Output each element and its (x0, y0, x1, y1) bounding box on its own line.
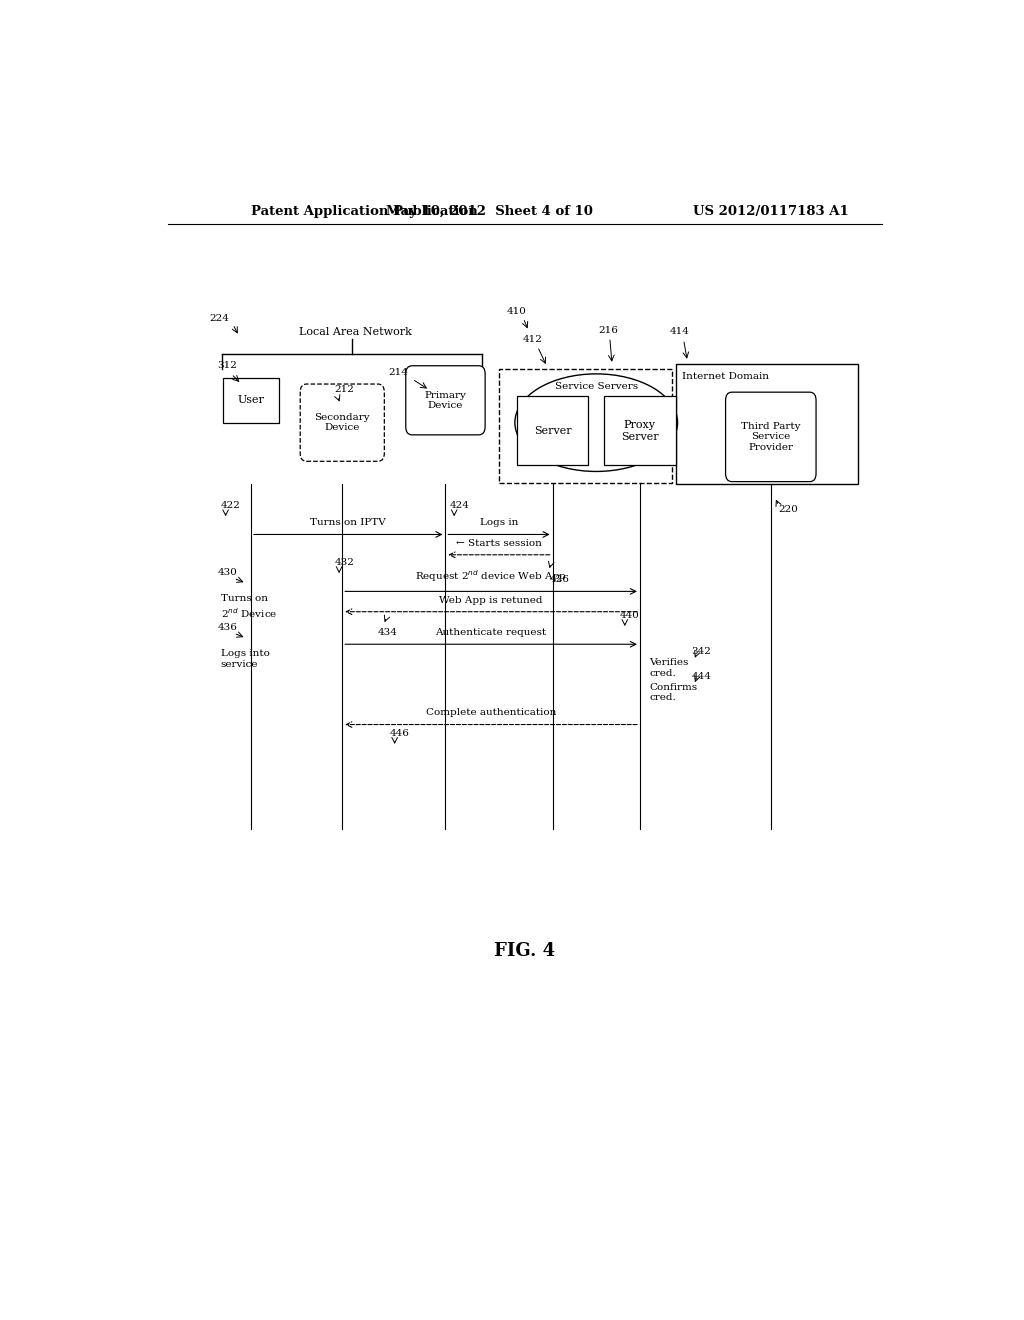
Text: Service Servers: Service Servers (555, 381, 638, 391)
Text: Confirms
cred.: Confirms cred. (649, 682, 697, 702)
FancyBboxPatch shape (726, 392, 816, 482)
Bar (517, 396, 588, 466)
Text: 342: 342 (691, 647, 712, 656)
Text: Verifies
cred.: Verifies cred. (649, 659, 689, 678)
Text: Local Area Network: Local Area Network (299, 327, 412, 338)
Text: ← Starts session: ← Starts session (456, 539, 542, 548)
Text: 422: 422 (221, 502, 241, 510)
Text: 412: 412 (523, 335, 543, 345)
FancyBboxPatch shape (406, 366, 485, 434)
Text: 434: 434 (378, 628, 398, 638)
Text: 440: 440 (620, 611, 640, 620)
Text: 426: 426 (550, 576, 569, 585)
Text: 216: 216 (598, 326, 618, 335)
Text: Proxy
Server: Proxy Server (622, 420, 658, 442)
Text: Logs in: Logs in (480, 519, 518, 528)
Text: 430: 430 (218, 568, 238, 577)
Text: Logs into
service: Logs into service (221, 649, 269, 669)
Text: 414: 414 (670, 327, 689, 337)
Text: May 10, 2012  Sheet 4 of 10: May 10, 2012 Sheet 4 of 10 (386, 205, 593, 218)
Bar (223, 378, 279, 422)
Text: Third Party
Service
Provider: Third Party Service Provider (741, 422, 801, 451)
Text: Internet Domain: Internet Domain (682, 372, 769, 381)
Text: 220: 220 (778, 504, 799, 513)
Text: Turns on
2$^{nd}$ Device: Turns on 2$^{nd}$ Device (221, 594, 278, 619)
Text: 424: 424 (450, 502, 469, 510)
Text: 410: 410 (507, 308, 526, 315)
Text: 444: 444 (691, 672, 712, 681)
Text: Primary
Device: Primary Device (425, 391, 466, 411)
Text: 214: 214 (388, 368, 409, 378)
Text: Request 2$^{nd}$ device Web App: Request 2$^{nd}$ device Web App (415, 569, 567, 585)
Text: 432: 432 (334, 558, 354, 568)
Text: Complete authentication: Complete authentication (426, 709, 556, 718)
Bar (604, 396, 676, 466)
Text: User: User (238, 395, 264, 405)
Bar (676, 364, 858, 483)
Bar (500, 368, 673, 483)
Text: 224: 224 (209, 314, 228, 323)
Text: 436: 436 (218, 623, 238, 632)
Text: Turns on IPTV: Turns on IPTV (310, 519, 386, 528)
Text: Patent Application Publication: Patent Application Publication (251, 205, 478, 218)
Text: Authenticate request: Authenticate request (435, 628, 547, 638)
Text: 212: 212 (334, 385, 354, 395)
Text: 446: 446 (390, 729, 410, 738)
Ellipse shape (515, 374, 678, 471)
Text: US 2012/0117183 A1: US 2012/0117183 A1 (693, 205, 849, 218)
Text: Web App is retuned: Web App is retuned (439, 595, 543, 605)
Text: FIG. 4: FIG. 4 (495, 942, 555, 960)
FancyBboxPatch shape (300, 384, 384, 461)
Text: Secondary
Device: Secondary Device (314, 413, 370, 433)
Text: Server: Server (534, 426, 571, 436)
Text: 312: 312 (218, 360, 238, 370)
